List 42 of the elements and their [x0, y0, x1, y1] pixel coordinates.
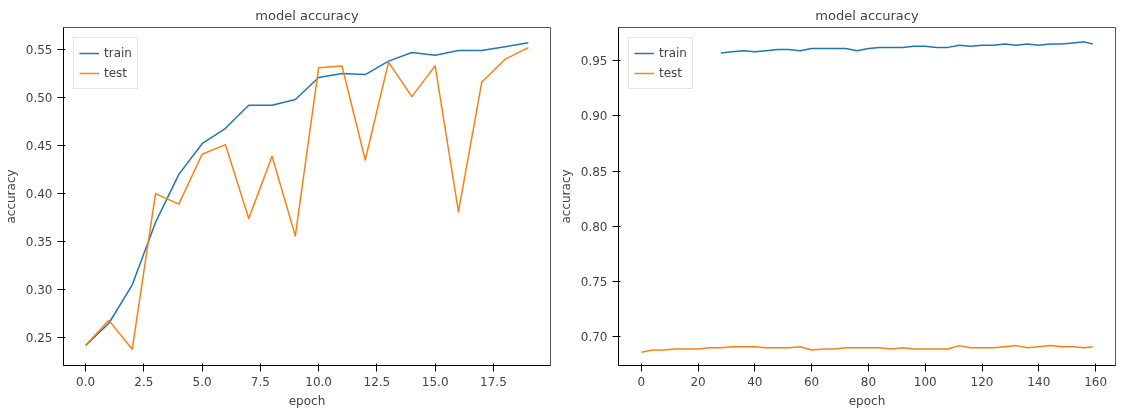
y-axis-title: accuracy [3, 169, 18, 224]
x-tick-label: 17.5 [480, 374, 507, 389]
chart-title: model accuracy [255, 7, 359, 23]
x-tick-label: 7.5 [250, 374, 270, 389]
y-tick-label: 0.55 [25, 43, 53, 58]
x-tick-label: 15.0 [421, 374, 449, 389]
legend-label: test [104, 66, 128, 80]
y-tick-label: 0.80 [580, 219, 608, 234]
y-tick-label: 0.50 [25, 91, 53, 106]
y-tick-label: 0.40 [25, 187, 53, 202]
x-tick-label: 10.0 [305, 374, 333, 389]
x-axis-title: epoch [848, 393, 886, 408]
x-tick-label: 20 [690, 374, 706, 389]
x-tick-label: 40 [747, 374, 763, 389]
line-series [640, 344, 1094, 353]
legend-label: train [659, 46, 687, 60]
x-tick-label: 140 [1027, 374, 1051, 389]
y-tick-label: 0.90 [580, 109, 608, 124]
x-tick-label: 60 [803, 374, 820, 389]
x-tick-label: 0.0 [76, 374, 96, 389]
line-series [719, 41, 1094, 54]
y-tick-label: 0.35 [25, 235, 53, 250]
legend-label: test [659, 66, 683, 80]
x-axis-title: epoch [288, 393, 326, 408]
y-axis-title: accuracy [558, 169, 573, 224]
x-tick-label: 120 [970, 374, 994, 389]
x-tick-label: 2.5 [134, 374, 154, 389]
y-tick-label: 0.95 [580, 54, 608, 69]
y-tick-label: 0.45 [25, 139, 53, 154]
y-tick-label: 0.25 [25, 331, 53, 346]
x-tick-label: 5.0 [192, 374, 212, 389]
y-tick-label: 0.70 [580, 330, 608, 345]
x-tick-label: 0 [637, 374, 646, 389]
legend-label: train [104, 46, 132, 60]
y-tick-label: 0.85 [580, 164, 608, 179]
y-tick-label: 0.30 [25, 283, 53, 298]
x-tick-label: 160 [1084, 374, 1108, 389]
y-tick-label: 0.75 [580, 275, 608, 290]
x-tick-label: 100 [913, 374, 937, 389]
x-tick-label: 80 [860, 374, 877, 389]
x-tick-label: 12.5 [363, 374, 391, 389]
chart-title: model accuracy [815, 7, 919, 23]
